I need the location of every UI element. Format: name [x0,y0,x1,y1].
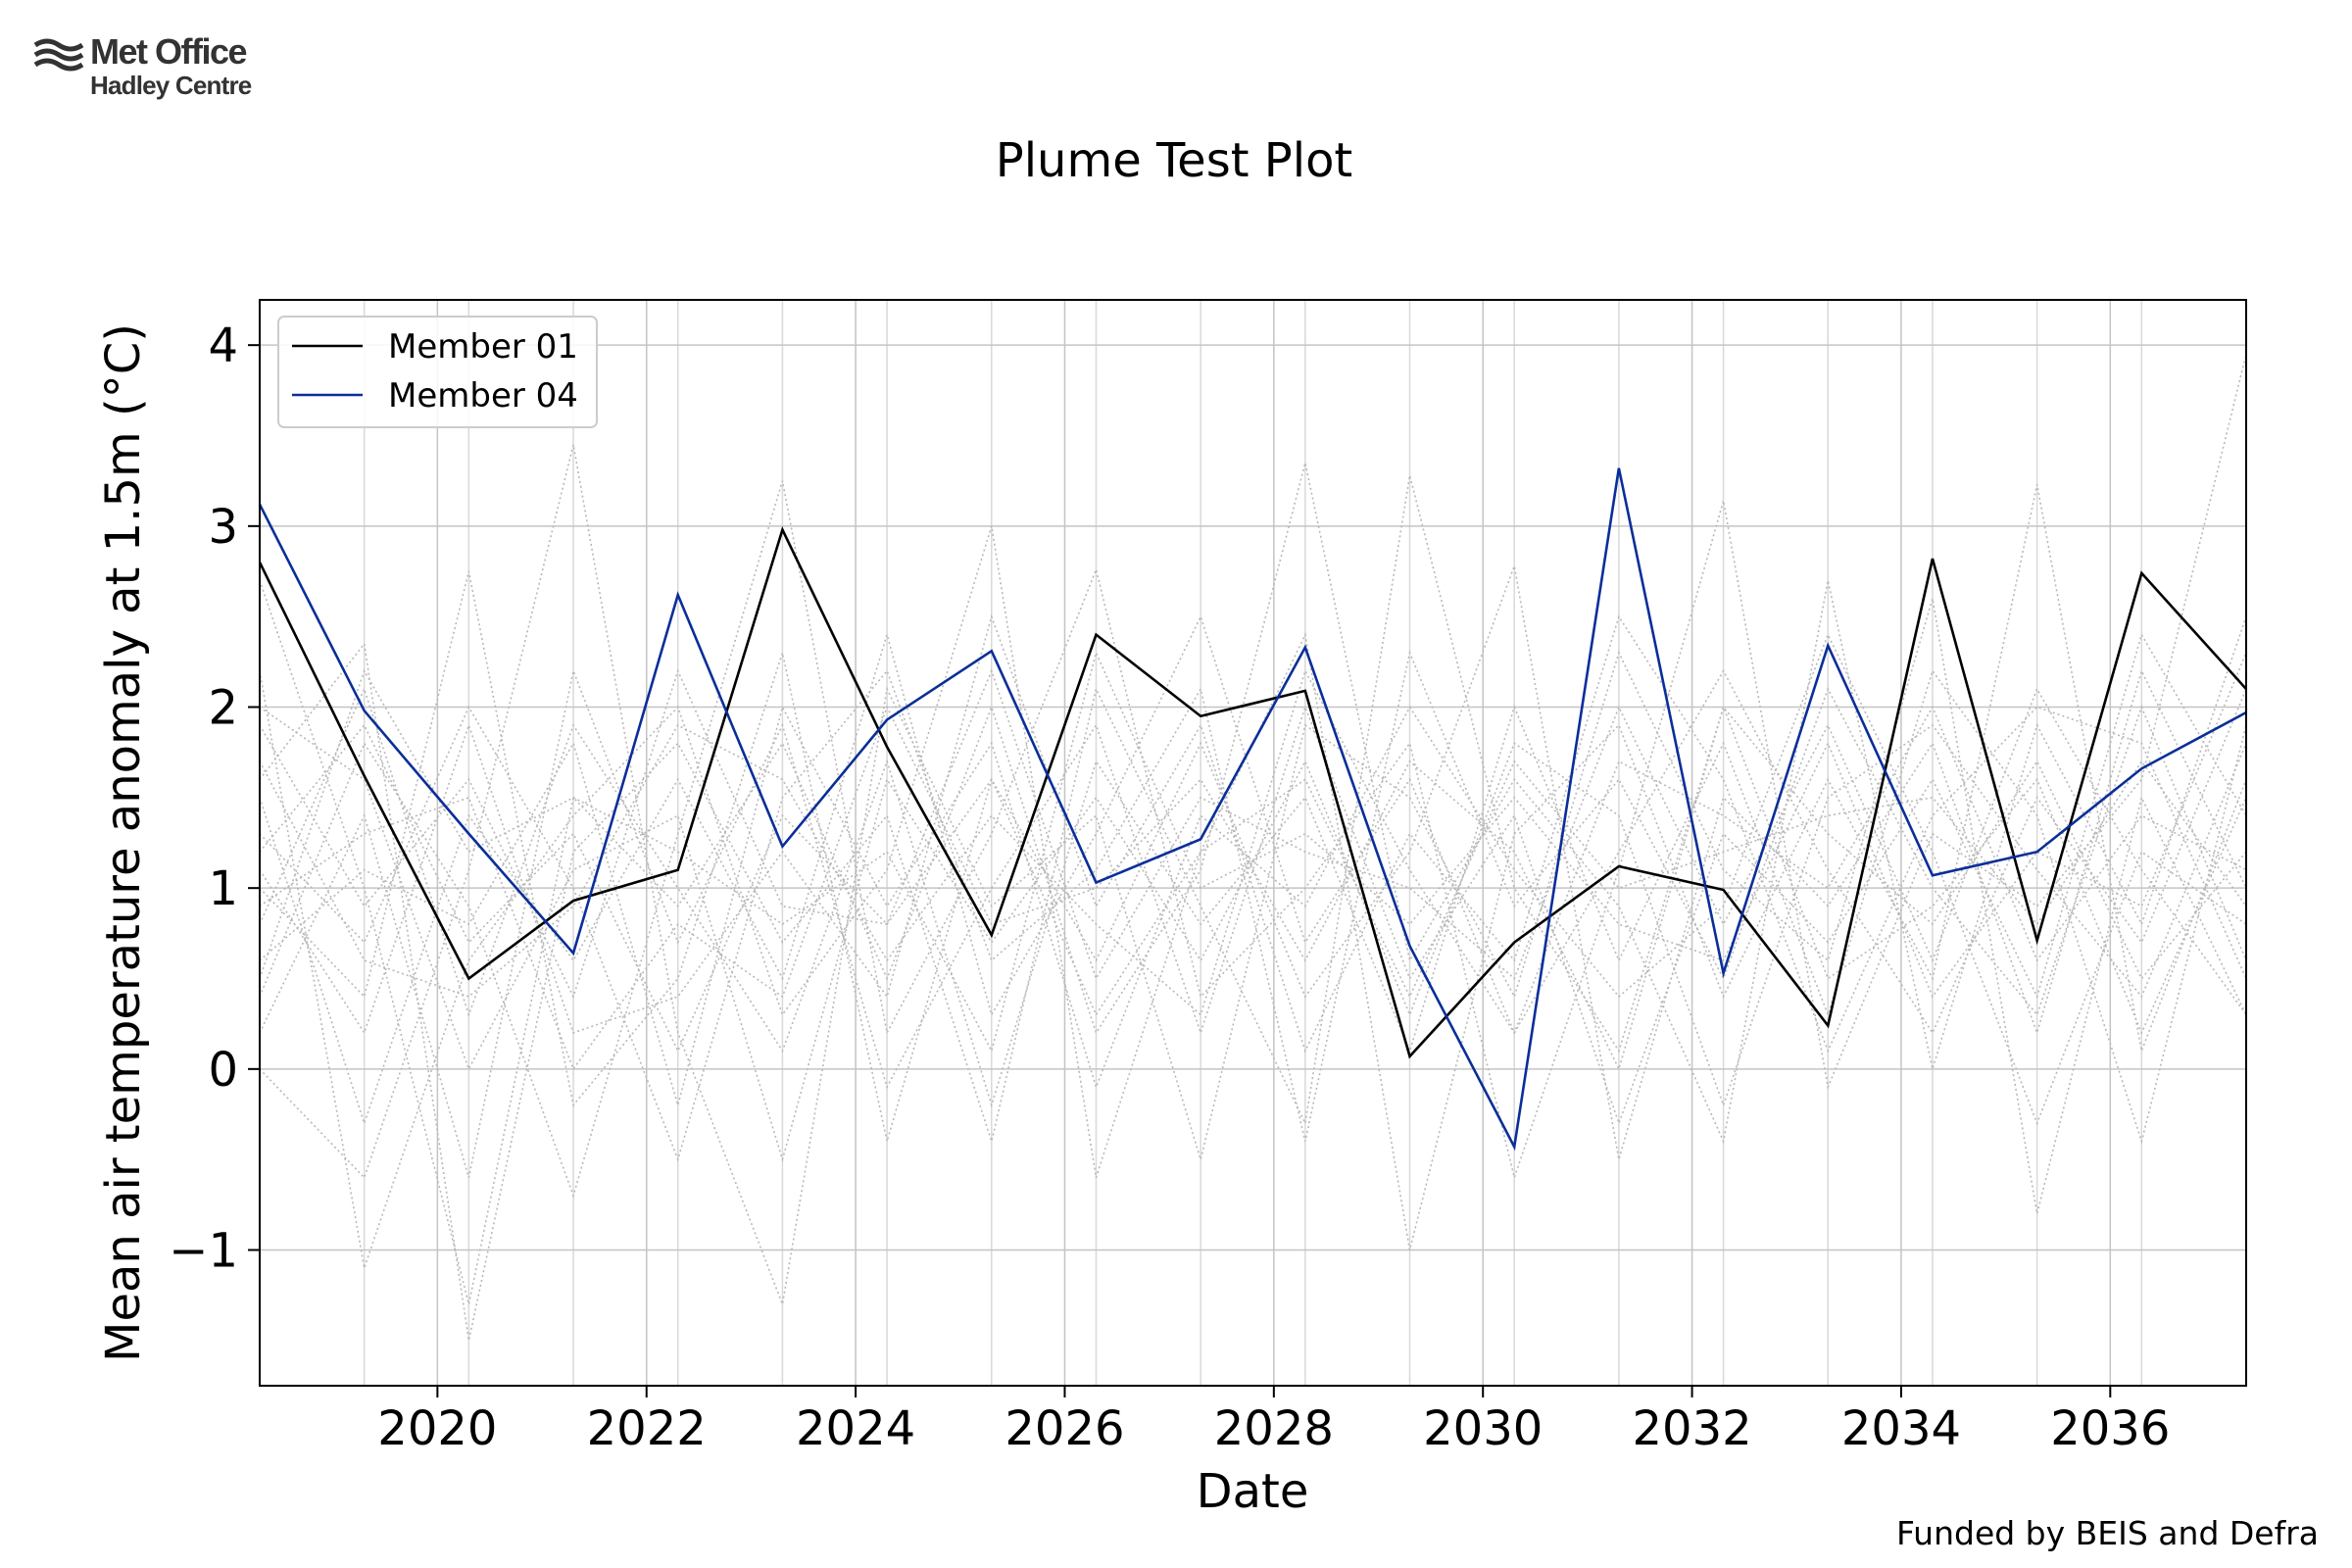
x-axis-ticks: 2020 2022 2024 2026 2028 2030 2032 2034 2036 [377,1386,2170,1456]
legend-label-member-04: Member 04 [388,376,578,416]
ensemble-member-line-4 [259,563,2247,1160]
ensemble-member-line-14 [259,613,2247,1054]
x-tick-label-2030: 2030 [1423,1401,1543,1456]
met-office-waves-icon [33,38,84,72]
x-tick-label-2026: 2026 [1004,1401,1124,1456]
y-axis-ticks: −1 0 1 2 3 4 [169,318,260,1279]
x-tick-label-2020: 2020 [377,1401,497,1456]
ensemble-member-line-10 [259,632,2247,1178]
y-tick-label-0: −1 [169,1224,238,1279]
ensemble-member-line-2 [259,444,2247,1307]
x-tick-label-2032: 2032 [1632,1401,1751,1456]
ensemble-member-line-13 [259,706,2247,1163]
funding-note: Funded by BEIS and Defra [1895,1514,2319,1552]
y-tick-label-2: 1 [208,861,238,916]
ensemble-member-line-15 [259,650,2247,1054]
x-tick-label-2036: 2036 [2050,1401,2170,1456]
ensemble-member-line-9 [259,668,2247,1015]
chart-title: Plume Test Plot [996,133,1353,188]
met-office-logo: Met Office Hadley Centre [33,29,288,108]
ensemble-member-line-7 [259,650,2247,1162]
series-line-member-04 [258,467,2247,1152]
y-axis-label: Mean air temperature anomaly at 1.5m (°C… [96,323,151,1362]
ensemble-member-line-12 [259,632,2247,1126]
ensemble-member-line-3 [259,474,2247,1342]
y-tick-label-5: 4 [208,318,238,373]
ensemble-member-line-1 [259,463,2247,1305]
highlight-series-lines [258,467,2247,1152]
legend-box [277,316,598,428]
plot-frame [259,299,2247,1387]
grid-lines [259,300,2247,1386]
x-tick-label-2028: 2028 [1214,1401,1334,1456]
y-tick-label-3: 2 [208,681,238,736]
series-line-member-01 [258,525,2247,1059]
logo-line-2: Hadley Centre [90,71,252,100]
ensemble-member-line-16 [259,668,2247,1035]
ensemble-member-line-11 [259,614,2247,1126]
legend-label-member-01: Member 01 [388,327,578,367]
x-tick-label-2034: 2034 [1841,1401,1961,1456]
legend: Member 01 Member 04 [277,316,598,428]
logo-line-1: Met Office [90,31,248,72]
y-tick-label-1: 0 [208,1043,238,1098]
x-axis-label: Date [1197,1464,1309,1519]
x-tick-label-2024: 2024 [796,1401,915,1456]
ensemble-member-line-6 [259,354,2247,1199]
background-ensemble-lines [259,354,2247,1342]
x-tick-label-2022: 2022 [587,1401,707,1456]
y-tick-label-4: 3 [208,500,238,555]
